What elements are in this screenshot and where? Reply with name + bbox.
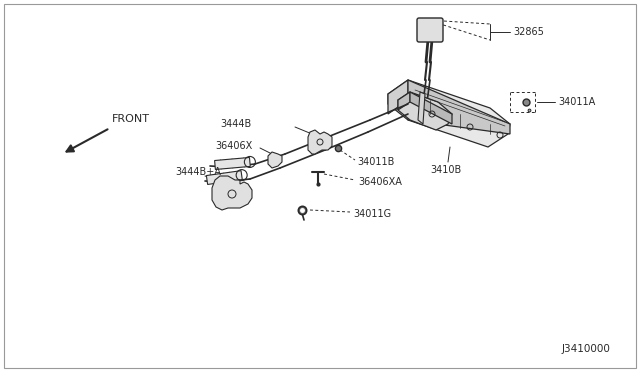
Text: 34011B: 34011B <box>357 157 394 167</box>
Polygon shape <box>212 176 252 210</box>
FancyBboxPatch shape <box>417 18 443 42</box>
Polygon shape <box>418 92 425 124</box>
Polygon shape <box>388 80 510 147</box>
Polygon shape <box>410 92 452 124</box>
Polygon shape <box>268 152 282 168</box>
Text: 3410B: 3410B <box>430 165 461 175</box>
Polygon shape <box>308 130 332 154</box>
Text: 34011A: 34011A <box>558 97 595 107</box>
Text: 3444B+A: 3444B+A <box>175 167 221 177</box>
Text: 32865: 32865 <box>513 27 544 37</box>
Text: J3410000: J3410000 <box>561 344 610 354</box>
Polygon shape <box>214 157 250 170</box>
Text: 34011G: 34011G <box>353 209 391 219</box>
Text: 3444B: 3444B <box>220 119 252 129</box>
Polygon shape <box>398 92 410 110</box>
Polygon shape <box>408 80 510 134</box>
Polygon shape <box>398 92 452 130</box>
Text: FRONT: FRONT <box>112 114 150 124</box>
Text: 36406XA: 36406XA <box>358 177 402 187</box>
Text: 36406X: 36406X <box>215 141 252 151</box>
Polygon shape <box>206 171 243 185</box>
Polygon shape <box>388 80 408 114</box>
